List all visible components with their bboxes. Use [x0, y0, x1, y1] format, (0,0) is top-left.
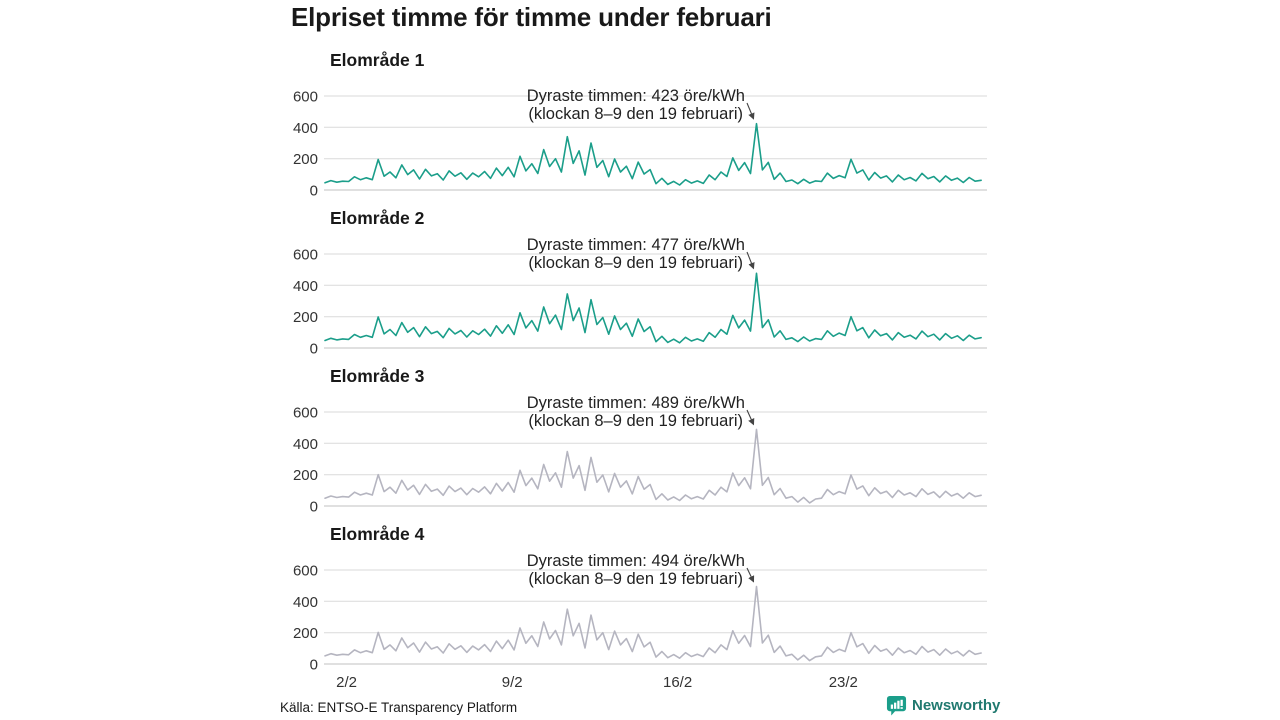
y-tick-label: 200 [293, 151, 318, 168]
annotation-arrow [746, 409, 755, 426]
chart-section-elomrade-3: Elområde 3 600 400 200 0 Dyraste timmen:… [280, 364, 995, 522]
bar-short [890, 704, 894, 709]
y-tick-label: 600 [293, 89, 318, 106]
bar-tall [897, 700, 900, 709]
annotation-line1: Dyraste timmen: 423 öre/kWh [527, 87, 745, 105]
annotation-arrow [746, 567, 755, 583]
y-tick-label: 400 [293, 436, 318, 453]
annotation-line2: (klockan 8–9 den 19 februari) [528, 412, 743, 430]
x-tick-label: 16/2 [663, 674, 692, 691]
y-tick-label: 0 [310, 341, 318, 358]
chart-elomrade-3: 600 400 200 0 Dyraste timmen: 489 öre/kW… [293, 396, 987, 516]
annotation-line1: Dyraste timmen: 489 öre/kWh [527, 396, 745, 412]
chart-section-elomrade-2: Elområde 2 600 400 200 0 Dyraste timmen:… [280, 206, 995, 364]
chart-subtitle: Elområde 1 [330, 50, 425, 70]
bar-medium [894, 702, 897, 709]
y-tick-label: 600 [293, 405, 318, 422]
price-line-elomrade-1 [324, 122, 982, 186]
annotation-line1: Dyraste timmen: 477 öre/kWh [527, 238, 745, 254]
y-tick-label: 0 [310, 183, 318, 200]
speech-bubble [886, 695, 907, 716]
y-tick-label: 200 [293, 625, 318, 642]
y-tick-label: 400 [293, 594, 318, 611]
y-tick-label: 200 [293, 309, 318, 326]
price-line-elomrade-3 [324, 428, 982, 504]
annotation-line2: (klockan 8–9 den 19 februari) [528, 105, 743, 123]
chart-section-elomrade-4: Elområde 4 600 400 200 0 2/2 9/2 16/2 23… [280, 522, 995, 700]
chart-elomrade-4: 600 400 200 0 2/2 9/2 16/2 23/2 Dyraste … [293, 554, 987, 691]
y-tick-label: 600 [293, 563, 318, 580]
chart-section-elomrade-1: Elområde 1 600 400 200 0 Dyraste timmen:… [280, 48, 995, 206]
x-tick-label: 2/2 [336, 674, 357, 691]
chart-elomrade-2: 600 400 200 0 Dyraste timmen: 477 öre/kW… [293, 238, 987, 358]
annotation-line2: (klockan 8–9 den 19 februari) [528, 254, 743, 272]
annotation-line1: Dyraste timmen: 494 öre/kWh [527, 554, 745, 570]
y-tick-label: 0 [310, 657, 318, 674]
x-tick-label: 9/2 [502, 674, 523, 691]
annotation-arrow [746, 251, 755, 270]
x-tick-label: 23/2 [829, 674, 858, 691]
newsworthy-brand: Newsworthy [886, 695, 1000, 716]
page-title: Elpriset timme för timme under februari [291, 2, 772, 32]
chart-subtitle: Elområde 2 [330, 208, 425, 228]
price-line-elomrade-4 [324, 585, 982, 662]
annotation-line2: (klockan 8–9 den 19 februari) [528, 570, 743, 588]
exclamation-bar [900, 699, 903, 706]
price-line-elomrade-2 [324, 272, 982, 344]
y-tick-label: 200 [293, 467, 318, 484]
exclamation-dot [900, 707, 903, 709]
chart-subtitle: Elområde 3 [330, 366, 425, 386]
annotation-arrow [746, 102, 755, 120]
chart-elomrade-1: 600 400 200 0 Dyraste timmen: 423 öre/kW… [293, 87, 987, 200]
y-tick-label: 0 [310, 499, 318, 516]
chart-subtitle: Elområde 4 [330, 524, 425, 544]
y-tick-label: 400 [293, 120, 318, 137]
newsworthy-wordmark: Newsworthy [912, 697, 1001, 714]
y-tick-label: 400 [293, 278, 318, 295]
y-tick-label: 600 [293, 247, 318, 264]
newsworthy-logo-icon [886, 695, 907, 716]
source-attribution: Källa: ENTSO-E Transparency Platform [280, 700, 518, 715]
